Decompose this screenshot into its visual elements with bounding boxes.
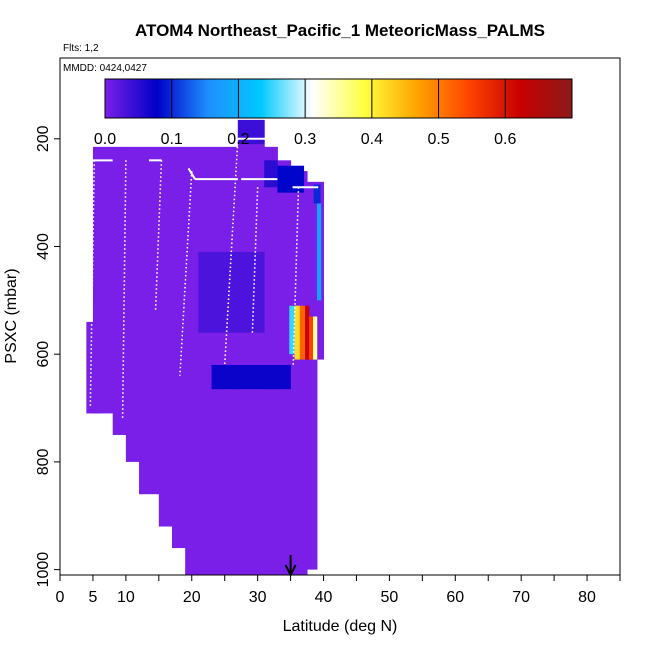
x-tick-label: 5 [88,589,97,606]
flight-track-segment [292,187,300,365]
colorbar-tick-label: 0.0 [94,131,116,148]
heatmap-enhanced-cell [264,160,278,188]
heatmap-enhanced-cell [299,305,306,360]
heatmap-column-cell [307,181,318,570]
heatmap-column-cell [218,146,239,575]
x-tick-label: 30 [249,589,267,606]
x-tick-label: 50 [381,589,399,606]
x-axis-label: Latitude (deg N) [283,618,398,635]
flight-track-layer [89,137,319,419]
flight-track-level-leg [187,167,196,180]
colorbar-ticks: 0.0 0.1 0.2 0.3 0.4 0.5 0.6 [94,79,517,148]
heatmap-column-cell [290,171,308,575]
flight-track-segment [251,187,259,333]
x-tick-label: 20 [183,589,201,606]
x-tick-label: 0 [56,589,65,606]
chart-title: ATOM4 Northeast_Pacific_1 MeteoricMass_P… [135,21,545,40]
plot-data-layer [86,119,325,576]
heatmap-enhanced-cell [313,184,321,204]
colorbar-tick-label: 0.5 [427,131,449,148]
y-axis: 200 400 600 800 1000 [35,125,60,587]
colorbar [104,78,573,119]
heatmap-column-cell [112,146,127,435]
flight-track-segment [121,160,127,419]
flight-track-segment [223,138,239,366]
heatmap-enhanced-cell [316,203,322,301]
colorbar-tick-label: 0.4 [361,131,383,148]
heatmap-enhanced-cell [289,305,295,355]
heatmap-column-cell [92,146,114,414]
colorbar-tick-label: 0.2 [227,131,249,148]
y-tick-label: 800 [35,448,52,475]
heatmap-column-cell [139,146,160,495]
colorbar-tick-label: 0.6 [494,131,516,148]
latitude-marker-layer [284,555,297,578]
heatmap-enhanced-cell [309,316,314,360]
heatmap-enhanced-cell [277,165,305,193]
y-tick-label: 200 [35,125,52,152]
x-axis: 0 5 10 20 30 40 50 60 70 80 [56,575,621,606]
plot-frame [59,57,621,576]
heatmap-column-cell [172,146,186,549]
heatmap-enhanced-cell [211,364,291,390]
heatmap-column-cell [264,146,278,575]
heatmap-column-cell [237,119,265,576]
y-axis-label: PSXC (mbar) [3,268,20,363]
heatmap-column-cell [185,146,219,575]
colorbar-tick-label: 0.1 [161,131,183,148]
dates-note: MMDD: 0424,0427 [63,63,147,74]
heatmap-enhanced-cell [312,316,318,360]
latitude-marker-arrow-head [284,564,297,578]
x-tick-label: 60 [446,589,464,606]
flight-track-segment [154,160,163,312]
x-tick-label: 10 [117,589,135,606]
flight-track-segment [89,160,96,409]
y-tick-label: 600 [35,341,52,368]
heatmap-column-cell [158,146,173,527]
colorbar-tick-label: 0.3 [294,131,316,148]
heatmap-enhanced-cell [237,119,265,145]
x-tick-label: 80 [578,589,596,606]
x-tick-label: 70 [512,589,530,606]
heatmap-enhanced-cell [294,305,301,360]
heatmap-enhanced-cell [305,305,310,360]
y-tick-label: 1000 [35,552,52,588]
x-tick-label: 40 [315,589,333,606]
heatmap-column-cell [125,146,140,462]
y-tick-label: 400 [35,233,52,260]
flights-note: Flts: 1,2 [63,43,99,54]
